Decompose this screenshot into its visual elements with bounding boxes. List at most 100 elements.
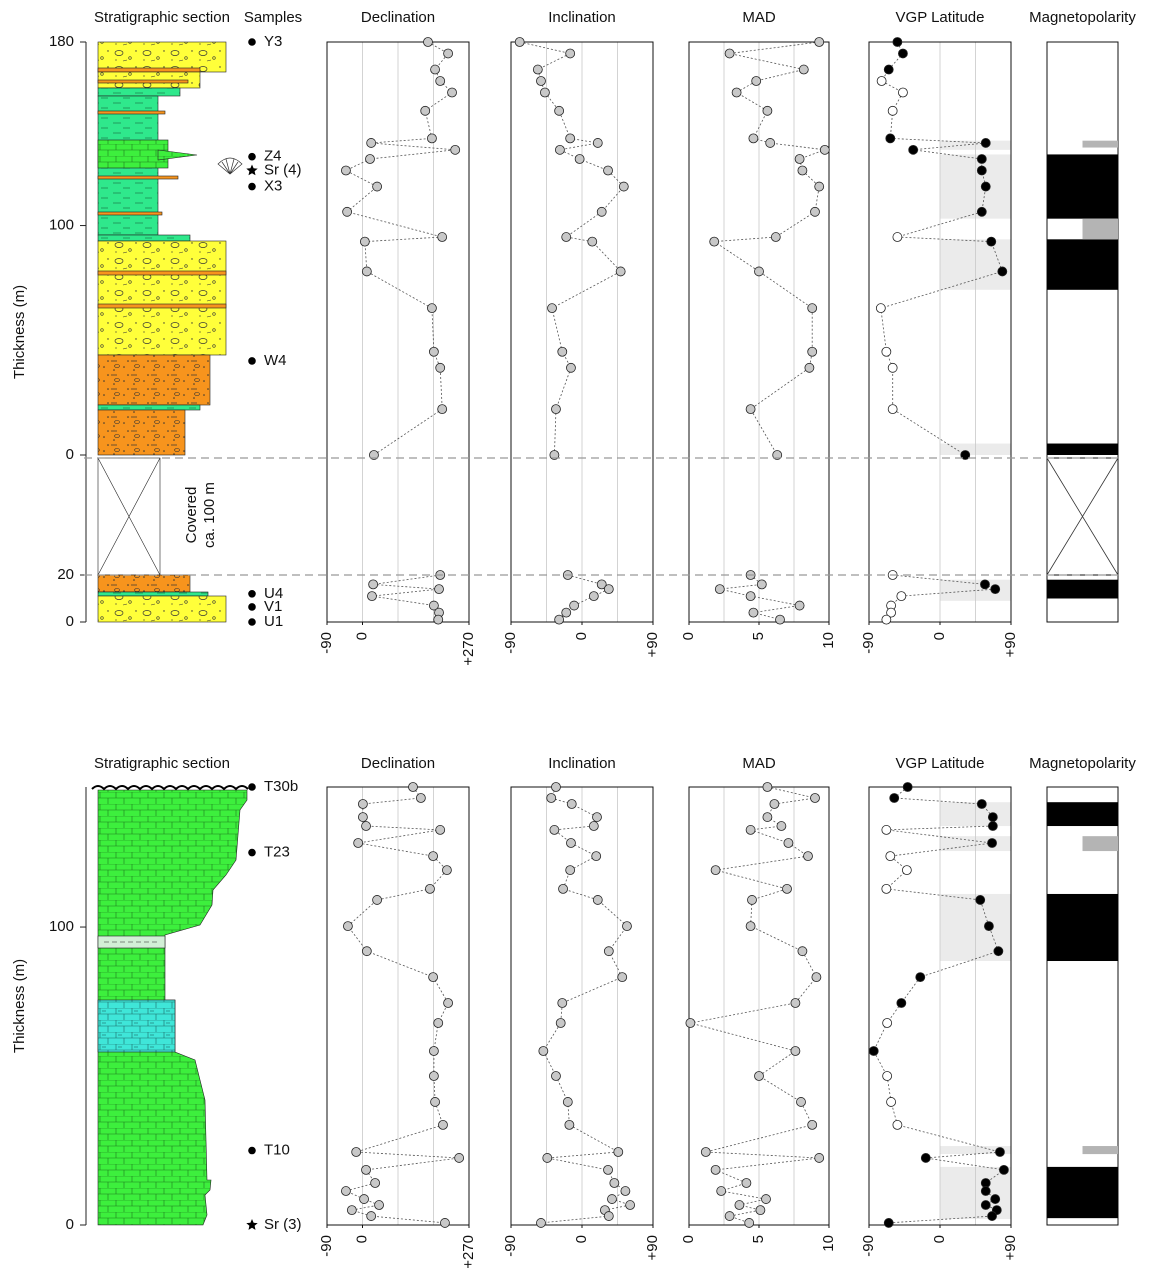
sample-marker: [248, 182, 256, 191]
normal-polarity: [1047, 893, 1118, 962]
data-point: [776, 821, 787, 831]
section-title: Stratigraphic section: [94, 755, 230, 772]
data-point: [685, 1018, 696, 1028]
data-point: [625, 1200, 636, 1210]
covered-label: ca. 100 m: [201, 482, 218, 548]
data-point: [561, 232, 572, 242]
data-point: [794, 154, 805, 164]
data-point: [359, 236, 370, 247]
data-point: [716, 1186, 727, 1196]
data-point: [538, 1046, 549, 1056]
data-point: [819, 144, 830, 155]
data-point: [751, 76, 762, 86]
data-point: [807, 303, 818, 314]
data-point: [794, 600, 805, 611]
data-point: [814, 181, 825, 192]
data-point: [603, 946, 614, 957]
data-point: [536, 76, 546, 86]
data-point: [898, 87, 908, 98]
data-point: [734, 1200, 745, 1210]
y-tick-label: 100: [49, 918, 74, 935]
data-point: [427, 303, 437, 314]
data-point: [428, 1046, 439, 1056]
data-point: [622, 921, 632, 932]
panel-title: VGP Latitude: [896, 9, 985, 26]
data-point: [433, 1018, 444, 1028]
uncertain-polarity: [1082, 1146, 1118, 1155]
data-point: [433, 614, 444, 625]
data-point: [542, 1153, 553, 1163]
data-point: [887, 404, 898, 415]
data-point: [960, 450, 971, 460]
data-point: [372, 895, 382, 905]
data-point: [980, 138, 991, 148]
normal-polarity: [1047, 1166, 1118, 1219]
data-point: [435, 825, 446, 835]
y-tick-label: 0: [66, 446, 74, 463]
data-point: [886, 607, 896, 618]
data-point: [596, 579, 607, 590]
data-point: [351, 1147, 362, 1157]
data-point: [987, 838, 997, 848]
x-tick-label: +90: [644, 632, 661, 657]
data-point: [443, 998, 453, 1008]
data-point: [999, 1164, 1009, 1175]
y-tick-label: 100: [49, 217, 74, 234]
data-point: [592, 138, 603, 148]
data-point: [617, 972, 628, 982]
x-tick-label: 0: [353, 1235, 370, 1243]
data-point: [892, 37, 903, 47]
sample-marker: [246, 1219, 258, 1230]
x-tick-label: +90: [1002, 632, 1019, 657]
x-tick-label: 0: [353, 632, 370, 640]
data-point: [887, 105, 898, 116]
data-point: [883, 64, 894, 75]
panel-border: [326, 786, 470, 1226]
x-tick-label: 0: [680, 1235, 697, 1243]
data-point: [754, 266, 764, 277]
data-point: [882, 1018, 893, 1028]
data-point: [437, 232, 448, 242]
y-tick-label: 0: [66, 1216, 74, 1233]
sample-marker: [248, 1146, 256, 1155]
sample-label: Z4: [264, 148, 282, 165]
data-point: [881, 884, 892, 894]
data-point: [618, 181, 629, 192]
data-point: [804, 362, 815, 373]
data-point: [876, 76, 887, 86]
data-point: [442, 865, 452, 876]
panel-title: MAD: [742, 9, 776, 26]
sample-marker: [248, 152, 256, 161]
data-point: [437, 404, 448, 415]
data-point: [920, 1153, 931, 1163]
data-point: [790, 998, 801, 1008]
data-point: [882, 1071, 893, 1081]
data-point: [447, 87, 457, 98]
data-point: [566, 799, 577, 809]
data-point: [551, 404, 561, 415]
data-point: [997, 266, 1008, 277]
data-point: [440, 1218, 450, 1228]
data-point: [975, 895, 986, 905]
uncertain-polarity: [1082, 218, 1118, 240]
panel-title: MAD: [742, 755, 776, 772]
x-tick-label: 5: [750, 1235, 767, 1243]
data-point: [555, 144, 565, 155]
data-point: [976, 154, 987, 164]
samples-title: Samples: [244, 9, 302, 26]
x-tick-label: -90: [502, 632, 519, 654]
polarity-column: [1046, 786, 1119, 1226]
data-point: [901, 865, 912, 876]
data-point: [566, 362, 576, 373]
data-point: [428, 600, 439, 611]
data-point: [814, 37, 825, 47]
data-point: [980, 1186, 991, 1196]
data-point: [551, 782, 561, 792]
data-point: [620, 1186, 631, 1196]
x-tick-label: -90: [318, 1235, 335, 1257]
panel-title: Declination: [361, 9, 435, 26]
sample-marker: [248, 357, 256, 365]
section-title: Stratigraphic section: [94, 9, 230, 26]
data-point: [434, 584, 444, 594]
data-point: [886, 1097, 896, 1107]
